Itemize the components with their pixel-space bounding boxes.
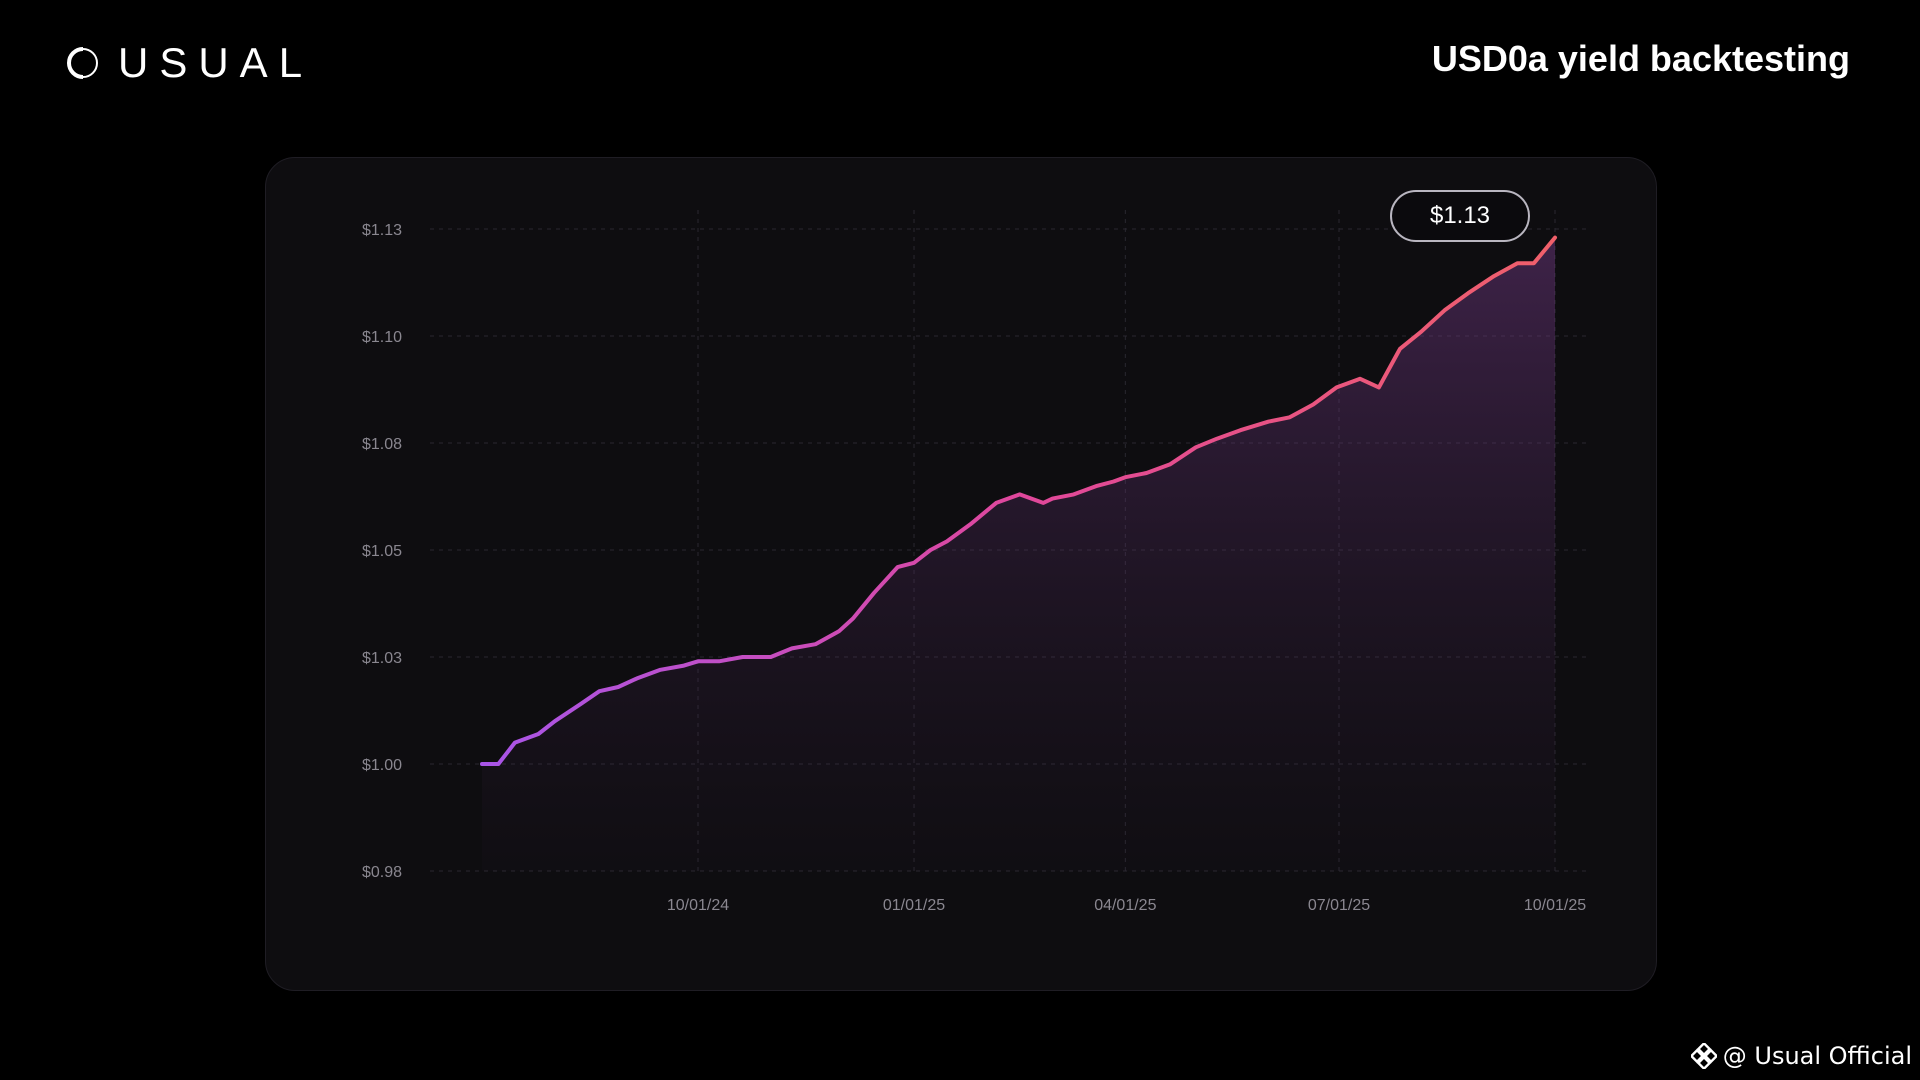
brand: USUAL: [66, 42, 313, 84]
latest-value-badge: $1.13: [1390, 190, 1530, 242]
binance-square-icon: [1690, 1043, 1717, 1069]
usual-logo-icon: [67, 47, 98, 79]
y-tick-label: $1.00: [362, 757, 402, 774]
page-title: USD0a yield backtesting: [1431, 38, 1850, 79]
x-tick-label: 04/01/25: [1094, 897, 1156, 914]
watermark: @ Usual Official: [1690, 1042, 1912, 1070]
y-axis: $0.98 $1.00 $1.03 $1.05 $1.08 $1.10 $1.13: [362, 222, 402, 881]
watermark-text: @ Usual Official: [1722, 1042, 1912, 1070]
y-tick-label: $1.03: [362, 650, 402, 667]
series-area: [482, 237, 1555, 872]
y-tick-label: $0.98: [362, 864, 402, 881]
x-tick-label: 10/01/24: [667, 897, 729, 914]
y-tick-label: $1.10: [362, 329, 402, 346]
x-tick-label: 01/01/25: [883, 897, 945, 914]
y-tick-label: $1.13: [362, 222, 402, 239]
y-tick-label: $1.05: [362, 543, 402, 560]
y-tick-label: $1.08: [362, 436, 402, 453]
x-axis: 10/01/24 01/01/25 04/01/25 07/01/25 10/01/25: [667, 897, 1586, 914]
brand-name: USUAL: [118, 39, 314, 86]
x-tick-label: 07/01/25: [1308, 897, 1370, 914]
x-tick-label: 10/01/25: [1524, 897, 1586, 914]
series-line: [480, 235, 1557, 766]
